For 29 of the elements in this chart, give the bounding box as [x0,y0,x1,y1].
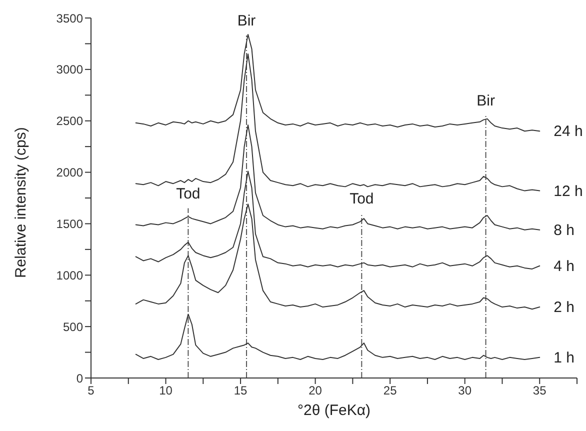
x-tick-label: 10 [159,384,173,398]
x-tick-label: 15 [234,384,248,398]
series-label: 1 h [554,349,574,366]
y-tick-label: 1000 [56,268,84,282]
y-tick-label: 0 [76,371,84,386]
y-tick-label: 1500 [56,216,84,231]
line-series [135,124,540,230]
annotation: Tod [350,190,374,208]
x-axis-title: °2θ (FeKα) [297,402,371,419]
x-tick-label: 35 [532,384,547,398]
series-label: 12 h [554,182,583,200]
annotation: Tod [176,185,200,202]
annotation: Bir [476,92,495,110]
series-label: 8 h [554,222,574,239]
annotation: Bir [237,12,256,30]
series-label: 2 h [554,299,574,316]
y-tick-label: 3500 [56,11,84,26]
x-tick-label: 20 [308,384,322,398]
y-axis-title: Relative intensity (cps) [12,127,30,278]
line-series [135,314,540,360]
series-label: 4 h [554,258,574,275]
x-tick-label: 25 [383,384,398,398]
y-tick-label: 500 [62,320,84,334]
y-tick-label: 3000 [56,62,84,77]
y-tick-label: 2000 [56,166,84,180]
x-tick-label: 30 [458,384,472,398]
y-tick-label: 2500 [56,114,84,128]
x-tick-label: 5 [88,384,95,398]
series-label: 24 h [554,123,583,140]
